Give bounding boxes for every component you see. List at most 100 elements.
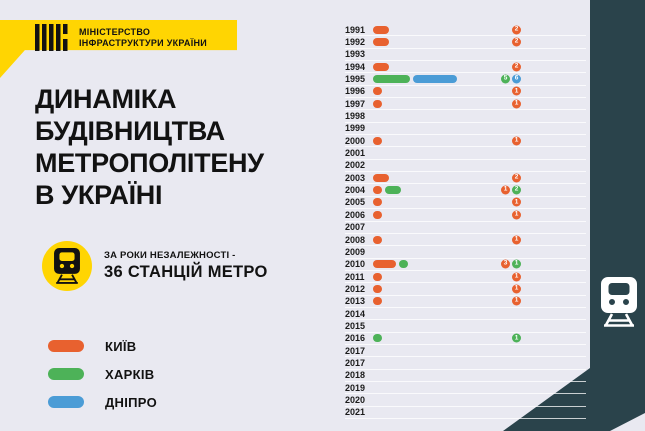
chart-row-1999: 1999 (345, 123, 586, 136)
ministry-logo-icon (35, 24, 68, 51)
bar-group (373, 260, 586, 269)
value-badges: 1 (499, 284, 521, 294)
legend-swatch-dnipro (48, 396, 84, 408)
chart-row-2003: 2003 2 (345, 172, 586, 185)
ministry-header: МІНІСТЕРСТВО ІНФРАСТРУКТУРИ УКРАЇНИ (35, 24, 207, 51)
chart-row-2014: 2014 (345, 308, 586, 321)
bar-group (373, 272, 586, 281)
year-label: 2020 (345, 394, 366, 405)
year-label: 2010 (345, 259, 366, 270)
year-label: 1994 (345, 61, 366, 72)
badge-kyiv: 2 (512, 62, 521, 72)
metro-callout-badge (42, 241, 92, 291)
year-label: 1993 (345, 49, 366, 60)
bar-group (373, 87, 586, 96)
metro-stations-chart: 1991 2 1992 2 1993 1994 2 1995 5 6 1996 1 1997 1 1998 1… (345, 24, 586, 419)
year-label: 2021 (345, 407, 366, 418)
chart-row-1994: 1994 2 (345, 61, 586, 74)
callout-line1: ЗА РОКИ НЕЗАЛЕЖНОСТІ - (104, 250, 236, 261)
bar-kyiv (373, 62, 389, 71)
bar-kyiv (373, 186, 382, 195)
badge-kyiv: 1 (512, 86, 521, 96)
badge-kyiv: 1 (501, 185, 510, 195)
chart-row-2007: 2007 (345, 222, 586, 234)
legend-item-dnipro: ДНІПРО (48, 388, 157, 416)
bar-kyiv (373, 235, 382, 244)
bar-kyiv (373, 136, 382, 145)
chart-row-2012: 2012 1 (345, 283, 586, 296)
value-badges: 2 (499, 173, 521, 183)
year-label: 2017 (345, 357, 366, 368)
bar-group (373, 173, 586, 182)
value-badges: 2 (499, 25, 521, 35)
legend-swatch-kyiv (48, 340, 84, 352)
title-line4: В УКРАЇНІ (35, 180, 163, 210)
ministry-name-line1: МІНІСТЕРСТВО (79, 26, 151, 37)
chart-row-2013: 2013 1 (345, 296, 586, 308)
title-line2: БУДІВНИЦТВА (35, 116, 225, 146)
bar-group (373, 334, 586, 343)
year-label: 1995 (345, 74, 366, 85)
badge-kyiv: 2 (512, 37, 521, 47)
chart-row-1993: 1993 (345, 49, 586, 62)
legend: КИЇВ ХАРКІВ ДНІПРО (48, 332, 157, 416)
year-label: 2007 (345, 222, 366, 233)
year-label: 1999 (345, 123, 366, 134)
badge-kharkiv: 1 (512, 333, 521, 343)
value-badges: 1 (499, 333, 521, 343)
badge-kyiv: 3 (501, 259, 510, 269)
chart-row-2017: 2017 (345, 357, 586, 370)
value-badges: 1 (499, 296, 521, 306)
bar-kyiv (373, 284, 382, 293)
value-badges: 1 (499, 210, 521, 220)
badge-kyiv: 1 (512, 272, 521, 282)
badge-kyiv: 1 (512, 136, 521, 146)
bar-group (373, 75, 586, 84)
badge-kharkiv: 1 (512, 259, 521, 269)
bar-group (373, 136, 586, 145)
badge-kyiv: 1 (512, 296, 521, 306)
chart-row-2015: 2015 (345, 320, 586, 333)
bar-kyiv (373, 38, 389, 47)
page-title: ДИНАМІКА БУДІВНИЦТВА МЕТРОПОЛІТЕНУ В УКР… (35, 83, 264, 211)
bar-kharkiv (399, 260, 408, 269)
chart-row-2009: 2009 (345, 246, 586, 259)
bar-kharkiv (373, 334, 382, 343)
badge-dnipro: 6 (512, 74, 521, 84)
badge-kyiv: 1 (512, 235, 521, 245)
year-label: 2018 (345, 370, 366, 381)
year-label: 1998 (345, 111, 366, 122)
year-label: 2008 (345, 234, 366, 245)
year-label: 2002 (345, 160, 366, 171)
badge-kyiv: 2 (512, 173, 521, 183)
bar-kyiv (373, 210, 382, 219)
badge-kharkiv: 2 (512, 185, 521, 195)
bar-kyiv (373, 272, 382, 281)
year-label: 2012 (345, 283, 366, 294)
bar-kharkiv (373, 75, 410, 84)
title-line3: МЕТРОПОЛІТЕНУ (35, 148, 264, 178)
chart-row-2017: 2017 (345, 345, 586, 358)
year-label: 2001 (345, 148, 366, 159)
legend-label-kharkiv: ХАРКІВ (105, 366, 155, 382)
year-label: 1991 (345, 24, 366, 35)
legend-label-kyiv: КИЇВ (105, 338, 137, 354)
value-badges: 2 (499, 37, 521, 47)
year-label: 2013 (345, 296, 366, 307)
value-badges: 1 (499, 197, 521, 207)
bar-kharkiv (385, 186, 401, 195)
bar-kyiv (373, 87, 382, 96)
year-label: 1997 (345, 98, 366, 109)
year-label: 2011 (345, 271, 365, 282)
badge-kyiv: 1 (512, 210, 521, 220)
badge-kyiv: 1 (512, 197, 521, 207)
chart-row-1997: 1997 1 (345, 98, 586, 111)
bar-group (373, 25, 586, 34)
chart-row-2001: 2001 (345, 147, 586, 160)
chart-row-2011: 2011 1 (345, 271, 586, 284)
bar-kyiv (373, 99, 382, 108)
